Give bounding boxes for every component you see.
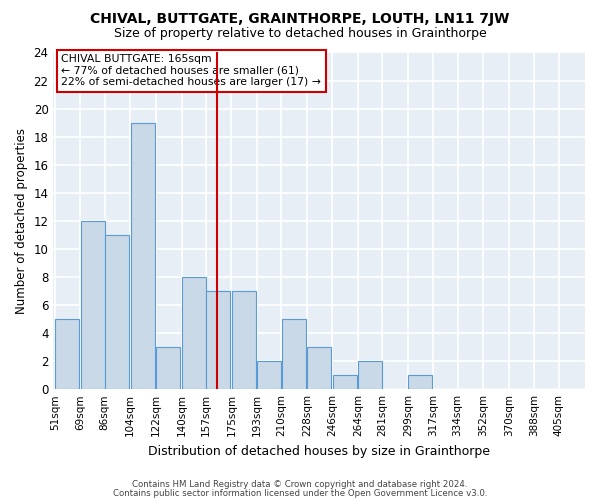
- Text: CHIVAL BUTTGATE: 165sqm
← 77% of detached houses are smaller (61)
22% of semi-de: CHIVAL BUTTGATE: 165sqm ← 77% of detache…: [61, 54, 321, 88]
- Bar: [55, 319, 79, 389]
- Bar: [157, 347, 180, 389]
- Bar: [257, 361, 281, 389]
- Bar: [105, 235, 129, 389]
- Bar: [232, 291, 256, 389]
- Text: Contains HM Land Registry data © Crown copyright and database right 2024.: Contains HM Land Registry data © Crown c…: [132, 480, 468, 489]
- Bar: [358, 361, 382, 389]
- Y-axis label: Number of detached properties: Number of detached properties: [15, 128, 28, 314]
- Bar: [281, 319, 305, 389]
- Bar: [182, 277, 206, 389]
- Bar: [409, 375, 432, 389]
- Bar: [307, 347, 331, 389]
- Bar: [81, 221, 105, 389]
- X-axis label: Distribution of detached houses by size in Grainthorpe: Distribution of detached houses by size …: [148, 444, 490, 458]
- Bar: [206, 291, 230, 389]
- Text: CHIVAL, BUTTGATE, GRAINTHORPE, LOUTH, LN11 7JW: CHIVAL, BUTTGATE, GRAINTHORPE, LOUTH, LN…: [91, 12, 509, 26]
- Text: Size of property relative to detached houses in Grainthorpe: Size of property relative to detached ho…: [113, 28, 487, 40]
- Bar: [333, 375, 357, 389]
- Bar: [131, 122, 155, 389]
- Text: Contains public sector information licensed under the Open Government Licence v3: Contains public sector information licen…: [113, 488, 487, 498]
